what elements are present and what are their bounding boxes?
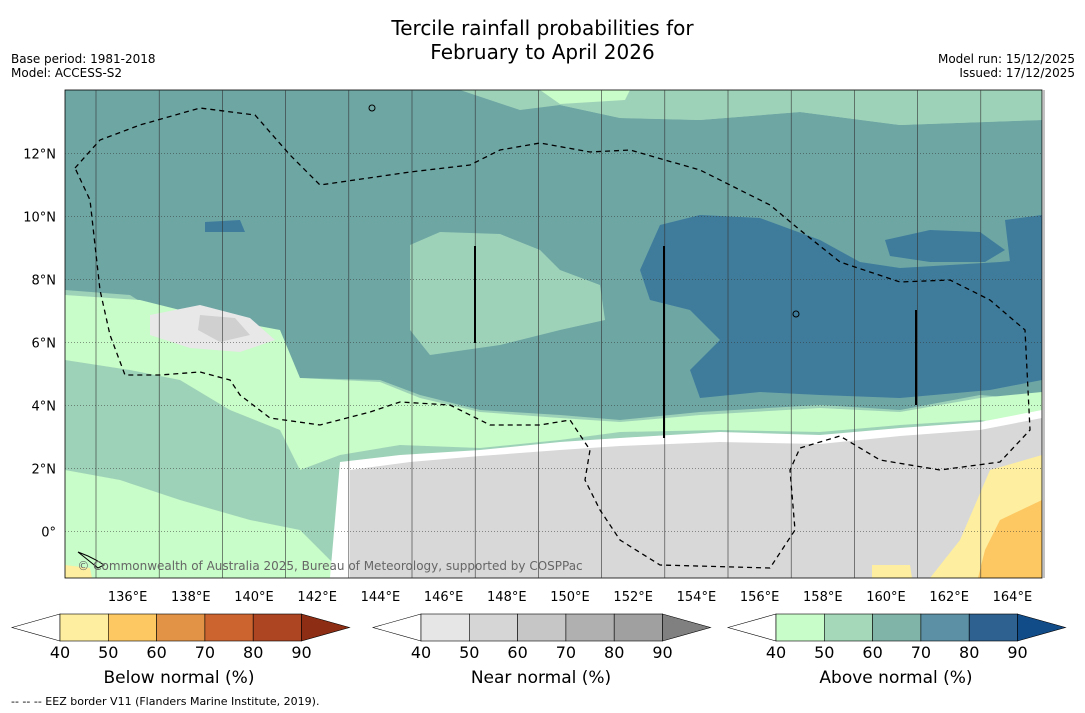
eez-border [74, 107, 1031, 569]
longitude-tick-label: 148°E [487, 590, 527, 605]
colorbar: 40 50 60 70 80 90 [726, 613, 1067, 662]
colorbar-tick-label: 60 [862, 643, 882, 662]
below-50-patch [872, 565, 912, 578]
colorbar-tick-label: 60 [146, 643, 166, 662]
above-70-patch [885, 230, 1005, 262]
latitude-tick-label: 6°N [32, 337, 57, 352]
colorbar-tick-label: 70 [911, 643, 931, 662]
longitude-tick-label: 150°E [550, 590, 590, 605]
island-outline [77, 551, 106, 569]
above-70-patch-west [205, 220, 245, 232]
model-name: Model: ACCESS-S2 [11, 66, 123, 80]
colorbars: 40 50 60 70 80 90 40 50 60 70 80 90 40 50 60 70 80 90 [10, 613, 1067, 662]
longitude-tick-label: 144°E [361, 590, 401, 605]
colorbar-tick-label: 70 [195, 643, 215, 662]
colorbar-swatch [252, 613, 302, 642]
colorbar-title-near: Near normal (%) [470, 668, 612, 688]
colorbar-title-above: Above normal (%) [819, 668, 973, 688]
latitude-tick-label: 2°N [32, 463, 57, 478]
map-field [65, 90, 1042, 578]
copyright-notice: © Commonwealth of Australia 2025, Bureau… [77, 559, 582, 573]
colorbar-tick-label: 80 [959, 643, 979, 662]
colorbar-tick-label: 40 [766, 643, 786, 662]
longitude-tick-label: 164°E [993, 590, 1033, 605]
colorbar-tick-label: 90 [291, 643, 311, 662]
colorbar-tick-label: 80 [243, 643, 263, 662]
near-normal-patch [410, 232, 605, 355]
colorbar-swatch [968, 613, 1018, 642]
map-title-line1: Tercile rainfall probabilities for [391, 16, 694, 40]
latitude-tick-label: 0° [41, 526, 56, 541]
longitude-tick-label: 154°E [677, 590, 717, 605]
above-50-patch-southwest [65, 470, 350, 578]
colorbar: 40 50 60 70 80 90 [10, 613, 351, 662]
above-50-band [65, 295, 1042, 470]
colorbar-swatch [108, 613, 157, 642]
colorbar: 40 50 60 70 80 90 [371, 613, 712, 662]
colorbar-tick-label: 40 [411, 643, 431, 662]
longitude-tick-label: 160°E [866, 590, 906, 605]
colorbar-swatch [920, 613, 970, 642]
colorbar-low-extend [726, 613, 777, 642]
colorbar-swatch [613, 613, 663, 642]
colorbar-high-extend [662, 613, 712, 642]
above-70-region [640, 215, 1042, 398]
latitude-tick-label: 10°N [23, 211, 56, 226]
colorbar-swatch [517, 613, 567, 642]
longitude-tick-label: 146°E [424, 590, 464, 605]
above-70-patch-east [1005, 215, 1042, 262]
colorbar-title-below: Below normal (%) [103, 668, 255, 688]
island-outline [368, 104, 376, 112]
colorbar-tick-label: 70 [556, 643, 576, 662]
longitude-tick-label: 138°E [171, 590, 211, 605]
above-50-patch-north [540, 90, 630, 104]
latitude-tick-label: 12°N [23, 148, 56, 163]
colorbar-low-extend [371, 613, 422, 642]
below-50-patch-west [65, 565, 92, 578]
colorbar-swatch [775, 613, 825, 642]
colorbar-swatch [565, 613, 615, 642]
colorbar-high-extend [1017, 613, 1067, 642]
colorbar-swatch [872, 613, 922, 642]
near-normal-60-patch [198, 315, 250, 342]
model-run: Model run: 15/12/2025 [937, 52, 1075, 66]
colorbar-swatch [204, 613, 254, 642]
longitude-tick-label: 152°E [613, 590, 653, 605]
latitude-tick-label: 8°N [32, 274, 57, 289]
longitude-tick-label: 142°E [297, 590, 337, 605]
issued-date: Issued: 17/12/2025 [959, 66, 1075, 80]
colorbar-tick-label: 80 [604, 643, 624, 662]
longitude-tick-label: 158°E [803, 590, 843, 605]
colorbar-tick-label: 60 [507, 643, 527, 662]
colorbar-tick-label: 50 [98, 643, 118, 662]
longitude-tick-label: 156°E [740, 590, 780, 605]
longitude-tick-label: 140°E [234, 590, 274, 605]
colorbar-swatch [59, 613, 109, 642]
below-60-region [978, 500, 1042, 578]
map-title-line2: February to April 2026 [430, 40, 655, 64]
longitude-tick-label: 136°E [108, 590, 148, 605]
latitude-tick-label: 4°N [32, 400, 57, 415]
colorbar-swatch [156, 613, 206, 642]
near-normal-50-region [350, 418, 1042, 578]
eez-footnote: -- -- -- EEZ border V11 (Flanders Marine… [11, 695, 320, 708]
colorbar-low-extend [10, 613, 61, 642]
axis-labels: 12°N 10°N 8°N 6°N 4°N 2°N 0° 136°E 138°E 140°E 142… [23, 148, 1032, 606]
longitude-tick-label: 162°E [929, 590, 969, 605]
colorbar-high-extend [301, 613, 351, 642]
colorbar-swatch [420, 613, 470, 642]
colorbar-tick-label: 90 [1007, 643, 1027, 662]
island-outline [792, 310, 800, 318]
colorbar-tick-label: 50 [459, 643, 479, 662]
map-frame [64, 89, 1043, 579]
base-period: Base period: 1981-2018 [11, 52, 156, 66]
colorbar-tick-label: 40 [50, 643, 70, 662]
colorbar-tick-label: 90 [652, 643, 672, 662]
colorbar-swatch [468, 613, 518, 642]
colorbar-swatch [823, 613, 873, 642]
colorbar-tick-label: 50 [814, 643, 834, 662]
